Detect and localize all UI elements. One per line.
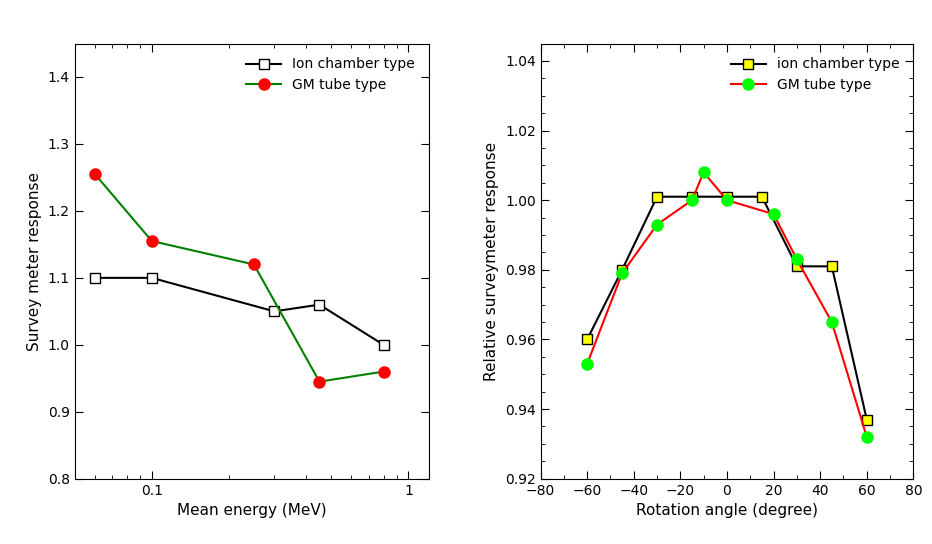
GM tube type [617,270,628,276]
Ion chamber type [314,301,325,308]
Line: Ion chamber type: Ion chamber type [90,273,389,350]
Ion chamber type [146,275,158,281]
GM tube type [721,197,733,203]
GM tube type [698,169,709,176]
Line: GM tube type: GM tube type [582,167,872,442]
ion chamber type [582,336,593,343]
Line: ion chamber type: ion chamber type [582,192,871,424]
GM tube type [146,238,158,244]
ion chamber type [686,194,697,200]
GM tube type [827,319,838,325]
ion chamber type [651,194,663,200]
Line: GM tube type: GM tube type [89,169,389,387]
GM tube type [89,171,101,177]
ion chamber type [617,267,628,273]
ion chamber type [721,194,733,200]
ion chamber type [861,416,872,423]
Y-axis label: Relative surveymeter response: Relative surveymeter response [485,141,500,381]
Legend: Ion chamber type, GM tube type: Ion chamber type, GM tube type [240,51,422,100]
ion chamber type [827,263,838,270]
Ion chamber type [378,342,390,348]
Ion chamber type [89,275,101,281]
GM tube type [378,368,390,375]
X-axis label: Rotation angle (degree): Rotation angle (degree) [636,503,818,518]
Legend: ion chamber type, GM tube type: ion chamber type, GM tube type [724,51,907,100]
Y-axis label: Survey meter response: Survey meter response [27,171,42,351]
GM tube type [768,211,779,218]
GM tube type [248,261,259,268]
GM tube type [861,434,872,440]
GM tube type [314,379,325,385]
ion chamber type [791,263,802,270]
ion chamber type [757,194,768,200]
GM tube type [651,221,663,228]
GM tube type [582,361,593,367]
Ion chamber type [268,308,280,314]
X-axis label: Mean energy (MeV): Mean energy (MeV) [177,503,326,518]
GM tube type [686,197,697,203]
GM tube type [791,256,802,263]
